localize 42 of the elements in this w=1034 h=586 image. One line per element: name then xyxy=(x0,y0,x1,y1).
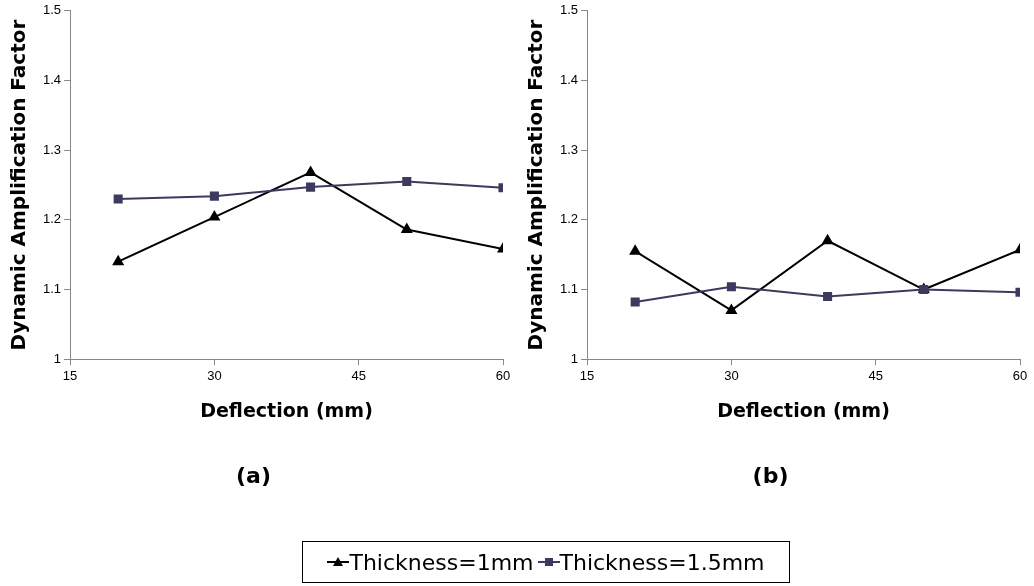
x-tick-label: 60 xyxy=(495,367,511,383)
y-tick-label: 1.4 xyxy=(559,72,579,88)
point xyxy=(823,291,833,302)
y-tick-label: 1.2 xyxy=(559,211,579,227)
x-tick-label: 15 xyxy=(579,367,595,383)
point xyxy=(209,191,219,201)
point xyxy=(726,304,737,314)
point xyxy=(822,234,833,245)
legend-label: Thickness=1mm xyxy=(349,549,534,575)
point xyxy=(401,223,413,234)
x-tick-label: 45 xyxy=(351,367,366,383)
point xyxy=(112,255,124,266)
y-tick-label: 1.1 xyxy=(559,281,579,297)
point xyxy=(113,194,123,204)
x-tick-label: 60 xyxy=(1012,367,1028,383)
y-axis-title: Dynamic Amplification Factor xyxy=(523,19,548,351)
point xyxy=(306,182,316,192)
y-tick-label: 1 xyxy=(53,350,62,366)
y-tick-label: 1.3 xyxy=(42,141,62,157)
y-tick-label: 1.2 xyxy=(42,211,62,227)
x-axis-title: Deflection (mm) xyxy=(200,399,373,422)
y-tick-label: 1.5 xyxy=(559,2,579,18)
text: (b) xyxy=(752,462,789,488)
y-tick-label: 1.1 xyxy=(42,281,62,297)
x-tick-label: 30 xyxy=(724,367,739,383)
point xyxy=(630,297,640,307)
y-tick-label: 1 xyxy=(570,350,579,366)
y-tick-label: 1.3 xyxy=(559,141,579,157)
y-tick-label: 1.5 xyxy=(42,2,62,18)
point xyxy=(209,211,220,221)
y-axis-title: Dynamic Amplification Factor xyxy=(6,19,31,351)
point xyxy=(402,176,412,187)
text: (a) xyxy=(236,462,271,488)
legend-label: Thickness=1.5mm xyxy=(559,549,765,575)
x-tick-label: 15 xyxy=(62,367,78,383)
point xyxy=(629,245,641,255)
x-tick-label: 45 xyxy=(868,367,883,383)
point xyxy=(726,282,736,292)
x-tick-label: 30 xyxy=(207,367,222,383)
x-axis-title: Deflection (mm) xyxy=(717,399,890,422)
y-tick-label: 1.4 xyxy=(42,72,62,88)
point xyxy=(305,166,316,176)
